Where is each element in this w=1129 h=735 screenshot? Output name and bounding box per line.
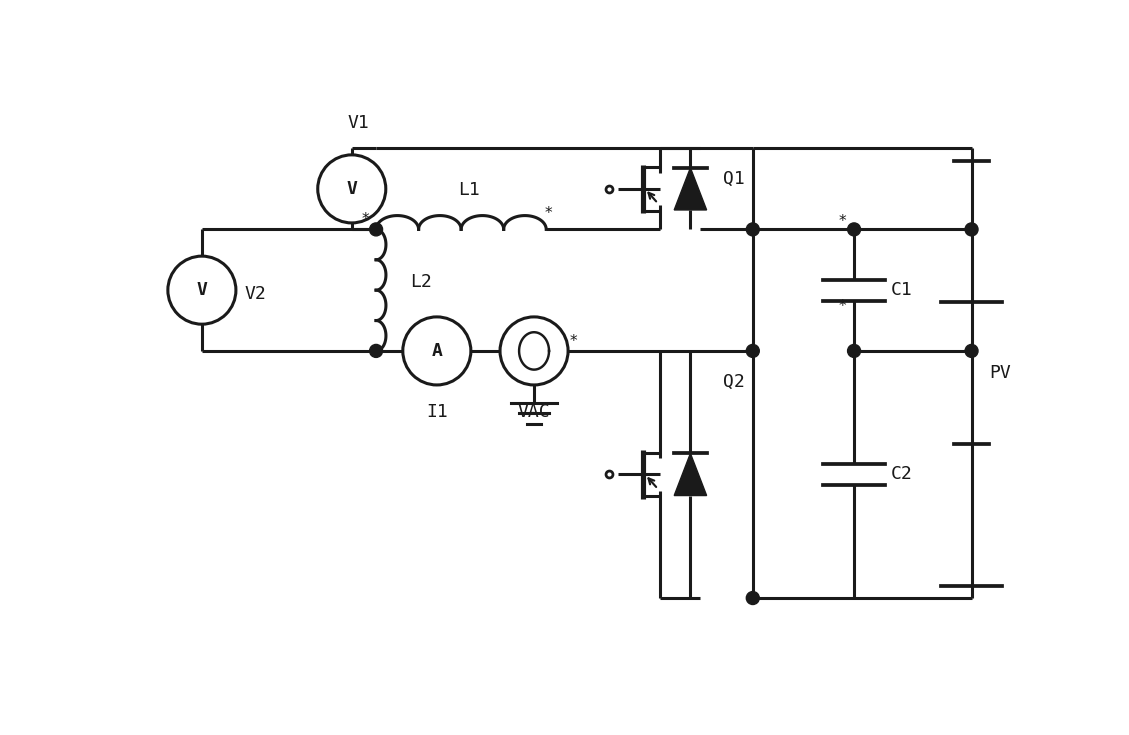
Circle shape: [168, 256, 236, 324]
Text: *: *: [839, 214, 847, 229]
Circle shape: [317, 155, 386, 223]
Text: L1: L1: [458, 181, 480, 198]
Text: *: *: [839, 299, 847, 314]
Text: Q1: Q1: [723, 171, 744, 188]
Text: V1: V1: [348, 114, 369, 132]
Text: *: *: [361, 212, 369, 227]
Circle shape: [369, 345, 383, 357]
Text: C2: C2: [891, 465, 912, 484]
Circle shape: [746, 592, 760, 604]
Text: *: *: [545, 206, 552, 220]
Polygon shape: [674, 168, 707, 210]
Circle shape: [848, 223, 860, 236]
Polygon shape: [674, 453, 707, 495]
Text: Q2: Q2: [723, 373, 744, 391]
Circle shape: [965, 345, 978, 357]
Circle shape: [848, 345, 860, 357]
Circle shape: [746, 223, 760, 236]
Text: V2: V2: [244, 285, 265, 304]
Text: C1: C1: [891, 282, 912, 299]
Text: I1: I1: [426, 403, 448, 420]
Circle shape: [403, 317, 471, 385]
Circle shape: [746, 345, 760, 357]
Text: A: A: [431, 342, 443, 360]
Circle shape: [965, 223, 978, 236]
Text: L2: L2: [410, 273, 432, 291]
Circle shape: [369, 223, 383, 236]
Text: *: *: [569, 334, 577, 348]
Text: V: V: [196, 282, 208, 299]
Text: PV: PV: [989, 365, 1012, 382]
Circle shape: [500, 317, 568, 385]
Text: VAC: VAC: [518, 403, 550, 420]
Text: V: V: [347, 180, 357, 198]
